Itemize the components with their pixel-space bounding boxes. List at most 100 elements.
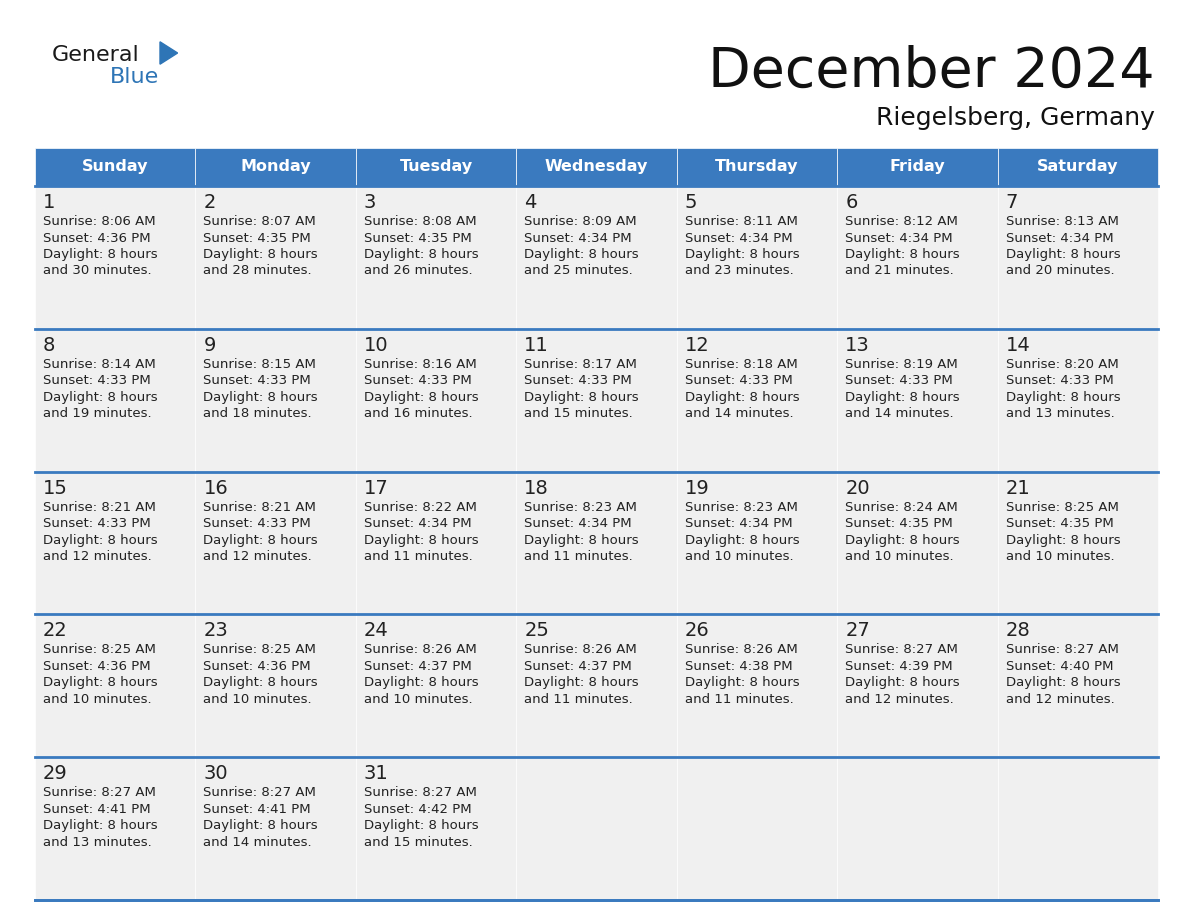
Bar	[34, 614, 196, 757]
Text: and 11 minutes.: and 11 minutes.	[524, 693, 633, 706]
Bar	[838, 148, 998, 186]
Text: Daylight: 8 hours: Daylight: 8 hours	[684, 391, 800, 404]
Text: and 25 minutes.: and 25 minutes.	[524, 264, 633, 277]
Text: Daylight: 8 hours: Daylight: 8 hours	[684, 533, 800, 546]
Text: Daylight: 8 hours: Daylight: 8 hours	[364, 391, 479, 404]
Text: Sunrise: 8:16 AM: Sunrise: 8:16 AM	[364, 358, 476, 371]
Text: Daylight: 8 hours: Daylight: 8 hours	[364, 677, 479, 689]
Text: Daylight: 8 hours: Daylight: 8 hours	[364, 533, 479, 546]
Bar	[998, 329, 1158, 472]
Text: Sunset: 4:34 PM: Sunset: 4:34 PM	[1005, 231, 1113, 244]
Text: Monday: Monday	[240, 160, 311, 174]
Text: Daylight: 8 hours: Daylight: 8 hours	[1005, 248, 1120, 261]
Text: and 14 minutes.: and 14 minutes.	[203, 835, 312, 849]
Text: Sunrise: 8:21 AM: Sunrise: 8:21 AM	[43, 500, 156, 513]
Bar	[34, 329, 196, 472]
Text: Sunrise: 8:24 AM: Sunrise: 8:24 AM	[845, 500, 958, 513]
Text: 13: 13	[845, 336, 870, 354]
Bar	[356, 329, 517, 472]
Text: Sunday: Sunday	[82, 160, 148, 174]
Bar	[196, 757, 356, 900]
Bar	[34, 148, 196, 186]
Text: and 12 minutes.: and 12 minutes.	[203, 550, 312, 563]
Text: and 26 minutes.: and 26 minutes.	[364, 264, 473, 277]
Text: Daylight: 8 hours: Daylight: 8 hours	[43, 391, 158, 404]
Text: Sunset: 4:37 PM: Sunset: 4:37 PM	[364, 660, 472, 673]
Text: Daylight: 8 hours: Daylight: 8 hours	[43, 533, 158, 546]
Bar	[677, 329, 838, 472]
Bar	[517, 186, 677, 329]
Bar	[517, 472, 677, 614]
Text: 1: 1	[43, 193, 56, 212]
Text: Sunrise: 8:23 AM: Sunrise: 8:23 AM	[524, 500, 637, 513]
Text: 14: 14	[1005, 336, 1030, 354]
Bar	[998, 614, 1158, 757]
Text: Sunset: 4:33 PM: Sunset: 4:33 PM	[203, 375, 311, 387]
Text: 22: 22	[43, 621, 68, 641]
Text: Sunrise: 8:20 AM: Sunrise: 8:20 AM	[1005, 358, 1118, 371]
Text: 9: 9	[203, 336, 216, 354]
Text: and 13 minutes.: and 13 minutes.	[1005, 408, 1114, 420]
Text: 15: 15	[43, 478, 68, 498]
Text: and 12 minutes.: and 12 minutes.	[43, 550, 152, 563]
Text: Daylight: 8 hours: Daylight: 8 hours	[684, 677, 800, 689]
Text: 20: 20	[845, 478, 870, 498]
Bar	[356, 757, 517, 900]
Text: Sunrise: 8:12 AM: Sunrise: 8:12 AM	[845, 215, 958, 228]
Text: Sunset: 4:35 PM: Sunset: 4:35 PM	[1005, 517, 1113, 530]
Text: Sunrise: 8:07 AM: Sunrise: 8:07 AM	[203, 215, 316, 228]
Bar	[677, 472, 838, 614]
Text: 7: 7	[1005, 193, 1018, 212]
Text: 25: 25	[524, 621, 549, 641]
Text: Daylight: 8 hours: Daylight: 8 hours	[203, 533, 318, 546]
Text: 11: 11	[524, 336, 549, 354]
Text: 5: 5	[684, 193, 697, 212]
Text: Riegelsberg, Germany: Riegelsberg, Germany	[876, 106, 1155, 130]
Text: Sunset: 4:34 PM: Sunset: 4:34 PM	[524, 231, 632, 244]
Text: Saturday: Saturday	[1037, 160, 1119, 174]
Text: Sunrise: 8:17 AM: Sunrise: 8:17 AM	[524, 358, 637, 371]
Text: Sunset: 4:35 PM: Sunset: 4:35 PM	[845, 517, 953, 530]
Text: 31: 31	[364, 764, 388, 783]
Bar	[998, 186, 1158, 329]
Text: Sunset: 4:33 PM: Sunset: 4:33 PM	[845, 375, 953, 387]
Text: Sunrise: 8:25 AM: Sunrise: 8:25 AM	[203, 644, 316, 656]
Text: and 28 minutes.: and 28 minutes.	[203, 264, 312, 277]
Text: Sunrise: 8:26 AM: Sunrise: 8:26 AM	[684, 644, 797, 656]
Text: 30: 30	[203, 764, 228, 783]
Text: Sunset: 4:33 PM: Sunset: 4:33 PM	[43, 517, 151, 530]
Text: Sunrise: 8:11 AM: Sunrise: 8:11 AM	[684, 215, 797, 228]
Bar	[196, 186, 356, 329]
Text: Sunrise: 8:27 AM: Sunrise: 8:27 AM	[43, 786, 156, 800]
Text: Daylight: 8 hours: Daylight: 8 hours	[1005, 533, 1120, 546]
Text: Sunset: 4:36 PM: Sunset: 4:36 PM	[203, 660, 311, 673]
Text: 24: 24	[364, 621, 388, 641]
Text: and 30 minutes.: and 30 minutes.	[43, 264, 152, 277]
Bar	[196, 472, 356, 614]
Text: Daylight: 8 hours: Daylight: 8 hours	[203, 677, 318, 689]
Text: Sunset: 4:34 PM: Sunset: 4:34 PM	[524, 517, 632, 530]
Bar	[838, 186, 998, 329]
Text: Sunset: 4:34 PM: Sunset: 4:34 PM	[684, 517, 792, 530]
Text: 4: 4	[524, 193, 537, 212]
Text: 10: 10	[364, 336, 388, 354]
Text: Sunset: 4:33 PM: Sunset: 4:33 PM	[524, 375, 632, 387]
Text: Sunrise: 8:25 AM: Sunrise: 8:25 AM	[1005, 500, 1118, 513]
Bar	[517, 614, 677, 757]
Text: Tuesday: Tuesday	[399, 160, 473, 174]
Text: Sunset: 4:40 PM: Sunset: 4:40 PM	[1005, 660, 1113, 673]
Text: Daylight: 8 hours: Daylight: 8 hours	[364, 819, 479, 833]
Text: and 15 minutes.: and 15 minutes.	[524, 408, 633, 420]
Bar	[34, 472, 196, 614]
Text: Daylight: 8 hours: Daylight: 8 hours	[364, 248, 479, 261]
Text: Daylight: 8 hours: Daylight: 8 hours	[524, 248, 639, 261]
Text: Sunrise: 8:13 AM: Sunrise: 8:13 AM	[1005, 215, 1118, 228]
Text: 27: 27	[845, 621, 870, 641]
Text: Sunset: 4:39 PM: Sunset: 4:39 PM	[845, 660, 953, 673]
Text: and 10 minutes.: and 10 minutes.	[845, 550, 954, 563]
Text: Sunrise: 8:27 AM: Sunrise: 8:27 AM	[203, 786, 316, 800]
Text: Sunset: 4:41 PM: Sunset: 4:41 PM	[203, 802, 311, 816]
Bar	[838, 757, 998, 900]
Text: and 11 minutes.: and 11 minutes.	[364, 550, 473, 563]
Text: and 18 minutes.: and 18 minutes.	[203, 408, 312, 420]
